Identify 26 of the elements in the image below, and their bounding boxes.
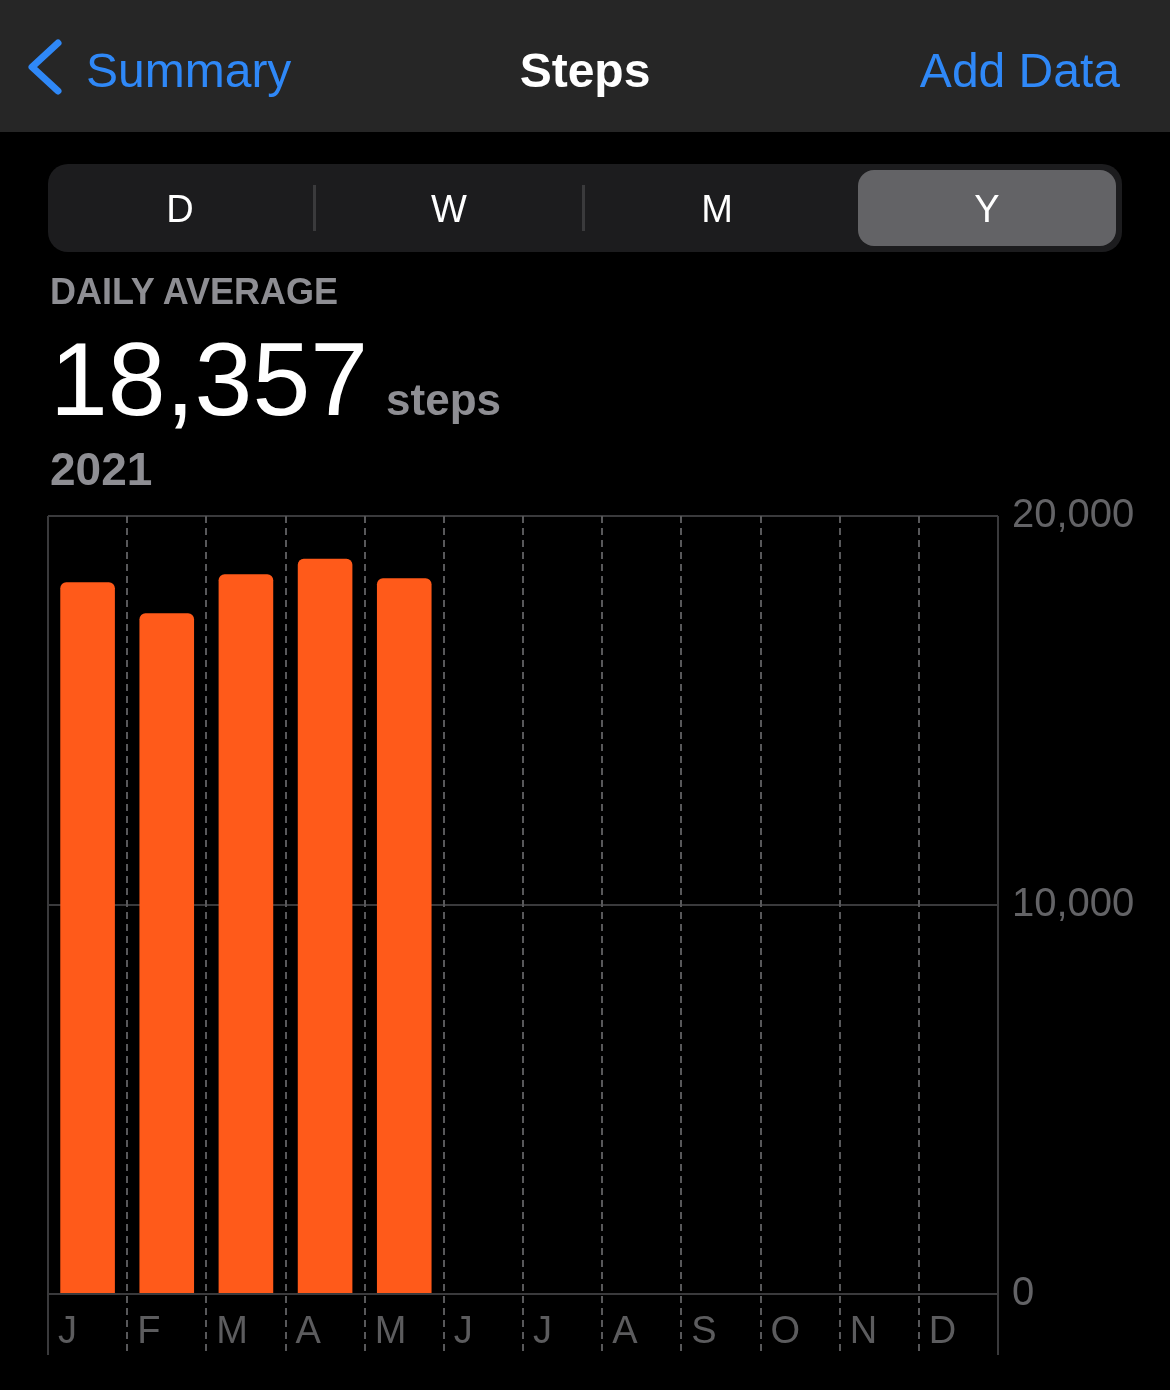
x-tick-label: D	[928, 1309, 957, 1352]
x-tick-label: J	[58, 1309, 77, 1352]
y-tick-label: 20,000	[1012, 491, 1135, 536]
text: W	[431, 188, 467, 230]
x-tick-label: O	[770, 1309, 801, 1352]
x-tick-label: J	[453, 1309, 473, 1352]
y-tick-label: 0	[1012, 1269, 1035, 1314]
x-tick-label: A	[295, 1309, 322, 1352]
text: Y	[974, 188, 1000, 230]
x-tick-label: N	[849, 1309, 878, 1352]
y-tick-label: 10,000	[1012, 880, 1135, 925]
x-tick-label: S	[691, 1309, 717, 1352]
x-tick-label: A	[612, 1309, 639, 1352]
x-tick-label: F	[137, 1309, 161, 1352]
x-tick-label: M	[374, 1309, 407, 1352]
x-tick-label: J	[533, 1309, 552, 1352]
text: Add Data	[919, 44, 1120, 97]
x-tick-label: M	[216, 1309, 248, 1352]
text: 18,357	[50, 321, 369, 437]
text: M	[701, 188, 733, 230]
text: Summary	[86, 44, 292, 97]
text: 2021	[50, 443, 153, 495]
chart-title: Steps	[519, 44, 651, 97]
text: steps	[386, 375, 502, 424]
text: D	[166, 188, 194, 230]
chart-subtitle: DAILY AVERAGE	[50, 271, 339, 312]
